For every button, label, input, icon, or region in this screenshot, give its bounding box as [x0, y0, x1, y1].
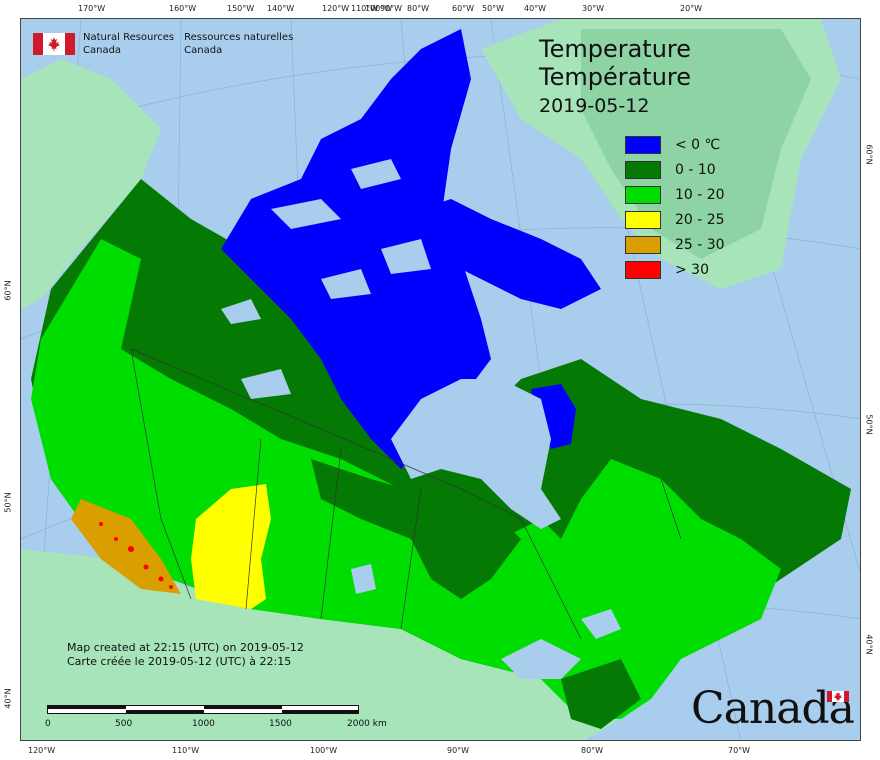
legend-row: < 0 ℃ — [625, 133, 725, 157]
legend-label: 20 - 25 — [675, 212, 725, 228]
top-tick-60w: 60°W — [452, 4, 475, 13]
boreal-patch-1 — [311, 459, 521, 599]
baffin-zone-below-0 — [421, 199, 601, 309]
legend-label: 0 - 10 — [675, 162, 716, 178]
bc-zone-over-30 — [99, 522, 173, 589]
map-graphic — [21, 19, 860, 740]
scale-label-1500: 1500 — [269, 719, 292, 729]
prairie-zone-20-25 — [191, 484, 271, 609]
province-boundaries — [130, 348, 682, 640]
boreal-patch-2 — [561, 659, 641, 729]
legend-swatch — [625, 186, 661, 204]
top-tick-110w: 110°W — [351, 4, 379, 13]
lakes — [221, 299, 621, 679]
legend: < 0 ℃ 0 - 10 10 - 20 20 - 25 25 - 30 > 3… — [625, 133, 725, 283]
right-tick-60n: 60°N — [864, 144, 874, 165]
legend-swatch — [625, 236, 661, 254]
left-tick-40n: 40°N — [3, 688, 13, 709]
agency-name-english: Natural Resources Canada — [83, 32, 175, 56]
wordmark-flag-icon — [827, 691, 849, 702]
usa-landmass — [21, 549, 621, 740]
legend-label: 25 - 30 — [675, 237, 725, 253]
top-tick-80w: 80°W — [407, 4, 430, 13]
bottom-tick-120w: 120°W — [28, 746, 56, 755]
canada-zone-10-20 — [31, 239, 781, 719]
top-tick-150w: 150°W — [227, 4, 255, 13]
title-english: Temperature — [539, 35, 692, 63]
arctic-channels — [271, 159, 431, 299]
right-tick-50n: 50°N — [864, 414, 874, 435]
canada-flag-icon — [33, 33, 75, 55]
bottom-tick-80w: 80°W — [581, 746, 604, 755]
scale-label-500: 500 — [115, 719, 133, 729]
bc-zone-25-30 — [71, 499, 181, 594]
top-tick-170w: 170°W — [78, 4, 106, 13]
top-tick-40w: 40°W — [524, 4, 547, 13]
legend-swatch — [625, 161, 661, 179]
top-tick-120w: 120°W — [322, 4, 350, 13]
top-tick-100w: 100°W — [365, 4, 393, 13]
ungava-zone-below-0 — [531, 384, 576, 449]
top-tick-50w: 50°W — [482, 4, 505, 13]
legend-row: > 30 — [625, 258, 725, 282]
alaska-landmass — [21, 59, 161, 309]
left-tick-50n: 50°N — [3, 492, 13, 513]
legend-swatch — [625, 261, 661, 279]
bottom-tick-90w: 90°W — [447, 746, 470, 755]
title-french: Température — [539, 63, 692, 91]
legend-swatch — [625, 211, 661, 229]
top-tick-140w: 140°W — [267, 4, 295, 13]
scale-label-2000: 2000 km — [347, 719, 387, 729]
legend-label: < 0 ℃ — [675, 137, 721, 153]
top-tick-20w: 20°W — [680, 4, 703, 13]
credit-english: Map created at 22:15 (UTC) on 2019-05-12 — [67, 641, 304, 654]
scale-label-1000: 1000 — [192, 719, 215, 729]
agency-name-french: Ressources naturelles Canada — [184, 32, 294, 56]
right-tick-40n: 40°N — [864, 634, 874, 655]
legend-row: 10 - 20 — [625, 183, 725, 207]
legend-row: 0 - 10 — [625, 158, 725, 182]
bottom-tick-100w: 100°W — [310, 746, 338, 755]
top-tick-30w: 30°W — [582, 4, 605, 13]
legend-row: 20 - 25 — [625, 208, 725, 232]
arctic-zone-below-0 — [221, 29, 491, 469]
top-tick-160w: 160°W — [169, 4, 197, 13]
left-tick-60n: 60°N — [3, 280, 13, 301]
bottom-tick-70w: 70°W — [728, 746, 751, 755]
temperature-map[interactable]: Temperature Température 2019-05-12 < 0 ℃… — [20, 18, 861, 741]
legend-label: 10 - 20 — [675, 187, 725, 203]
hudson-bay — [391, 379, 561, 529]
legend-label: > 30 — [675, 262, 709, 278]
map-credits: Map created at 22:15 (UTC) on 2019-05-12… — [67, 641, 304, 669]
legend-row: 25 - 30 — [625, 233, 725, 257]
title-block: Temperature Température 2019-05-12 — [539, 35, 691, 119]
legend-swatch — [625, 136, 661, 154]
top-tick-90w: 90°W — [380, 4, 403, 13]
scale-label-0: 0 — [45, 719, 51, 729]
map-date: 2019-05-12 — [539, 95, 650, 117]
scale-bar: 0 500 1000 1500 2000 km — [45, 705, 387, 729]
nrcan-signature: Natural Resources Canada Ressources natu… — [33, 31, 293, 57]
credit-french: Carte créée le 2019-05-12 (UTC) à 22:15 — [67, 655, 292, 668]
bottom-tick-110w: 110°W — [172, 746, 200, 755]
